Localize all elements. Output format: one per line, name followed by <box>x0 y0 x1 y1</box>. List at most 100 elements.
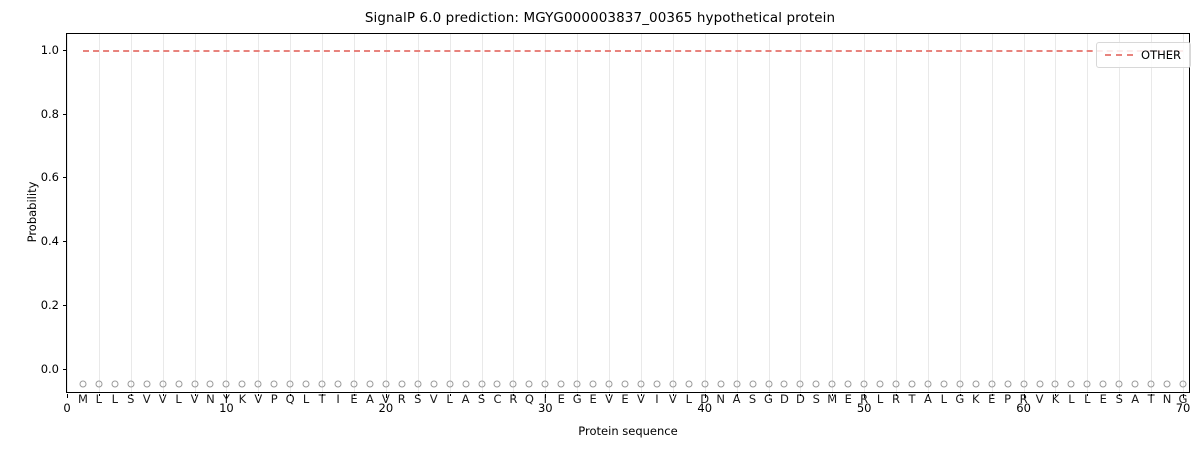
residue-letter: V <box>381 392 390 407</box>
residue-letter: N <box>206 392 215 407</box>
residue-marker <box>924 380 932 388</box>
residue-marker <box>414 380 422 388</box>
residue-marker <box>493 380 501 388</box>
residue-letter: A <box>923 392 932 407</box>
residue-letter: P <box>270 392 278 407</box>
chart-title: SignalP 6.0 prediction: MGYG000003837_00… <box>364 10 836 26</box>
residue-marker <box>812 380 820 388</box>
residue-letter: R <box>1019 392 1028 407</box>
residue-letter: K <box>238 392 247 407</box>
x-tick-mark-minor <box>577 394 579 397</box>
gridlines <box>67 34 1189 392</box>
x-tick-mark-minor <box>1087 394 1089 397</box>
gridline-vertical <box>609 34 611 392</box>
residue-marker <box>222 380 230 388</box>
y-tick-label: 1.0 <box>40 42 59 57</box>
gridline-vertical <box>481 34 483 392</box>
residue-letter: L <box>1084 392 1091 407</box>
residue-letter: R <box>509 392 518 407</box>
residue-letter: L <box>111 392 119 407</box>
x-tick-mark-minor <box>768 394 770 397</box>
x-tick-mark-minor <box>1119 394 1121 397</box>
residue-marker <box>749 380 757 388</box>
legend[interactable]: OTHER <box>1096 42 1191 68</box>
gridline-vertical <box>194 34 196 392</box>
x-tick-mark-minor <box>1151 394 1153 397</box>
y-tick-label: 0.6 <box>40 170 59 185</box>
residue-marker <box>828 380 836 388</box>
residue-letter: E <box>557 392 565 407</box>
residue-letter: N <box>1162 392 1172 407</box>
residue-marker <box>876 380 884 388</box>
x-tick-mark-minor <box>1055 394 1057 397</box>
gridline-vertical <box>1119 34 1121 392</box>
x-tick-mark-major <box>545 394 547 398</box>
residue-marker <box>1147 380 1155 388</box>
x-tick-mark-minor <box>927 394 929 397</box>
residue-letter: I <box>655 392 659 407</box>
residue-letter: D <box>795 392 805 407</box>
residue-letter: R <box>892 392 901 407</box>
residue-marker <box>637 380 645 388</box>
residue-letter: L <box>1068 392 1075 407</box>
residue-letter: K <box>1051 392 1060 407</box>
residue-marker <box>908 380 916 388</box>
residue-marker <box>1083 380 1091 388</box>
residue-marker <box>653 380 661 388</box>
residue-letter: S <box>812 392 820 407</box>
residue-letter: E <box>844 392 852 407</box>
x-tick-mark-minor <box>258 394 260 397</box>
residue-letter: T <box>318 392 326 407</box>
x-tick-mark-minor <box>290 394 292 397</box>
x-tick-mark-minor <box>353 394 355 397</box>
residue-marker <box>956 380 964 388</box>
gridline-vertical <box>545 34 547 392</box>
residue-letter: D <box>700 392 710 407</box>
residue-marker <box>701 380 709 388</box>
gridline-vertical <box>768 34 770 392</box>
gridline-vertical <box>417 34 419 392</box>
residue-letter: L <box>876 392 884 407</box>
residue-marker <box>127 380 135 388</box>
residue-marker <box>111 380 119 388</box>
x-tick-mark-minor <box>449 394 451 397</box>
residue-marker <box>286 380 294 388</box>
gridline-vertical <box>258 34 260 392</box>
residue-marker <box>159 380 167 388</box>
x-tick-label: 0 <box>63 401 71 415</box>
y-tick-mark <box>63 113 67 115</box>
residue-letter: V <box>429 392 438 407</box>
residue-marker <box>541 380 549 388</box>
residue-letter: G <box>764 392 773 407</box>
residue-letter: V <box>158 392 167 407</box>
gridline-vertical <box>832 34 834 392</box>
residue-marker <box>765 380 772 388</box>
residue-marker <box>525 380 533 388</box>
gridline-vertical <box>449 34 451 392</box>
residue-letter: D <box>780 392 789 407</box>
x-tick-mark-minor <box>832 394 834 397</box>
x-tick-mark-minor <box>991 394 993 397</box>
residue-marker <box>350 380 358 388</box>
gridline-vertical <box>736 34 738 392</box>
x-tick-mark-minor <box>417 394 419 397</box>
residue-marker <box>462 380 470 388</box>
residue-letter: E <box>988 392 996 407</box>
residue-marker <box>589 380 597 388</box>
x-tick-label: 10 <box>219 401 234 415</box>
residue-letter: S <box>127 392 135 407</box>
residue-marker-layer <box>67 34 1189 392</box>
x-tick-mark-major <box>226 394 228 398</box>
y-tick-mark <box>63 304 67 306</box>
residue-letter: V <box>190 392 199 407</box>
residue-letter: Q <box>285 392 295 407</box>
y-tick-mark <box>63 241 67 243</box>
residue-marker <box>270 380 278 388</box>
residue-marker <box>1036 380 1044 388</box>
gridline-vertical <box>927 34 929 392</box>
x-tick-mark-major <box>1023 394 1025 398</box>
residue-marker <box>318 380 326 388</box>
residue-marker <box>79 380 87 388</box>
residue-letter: L <box>95 392 103 407</box>
